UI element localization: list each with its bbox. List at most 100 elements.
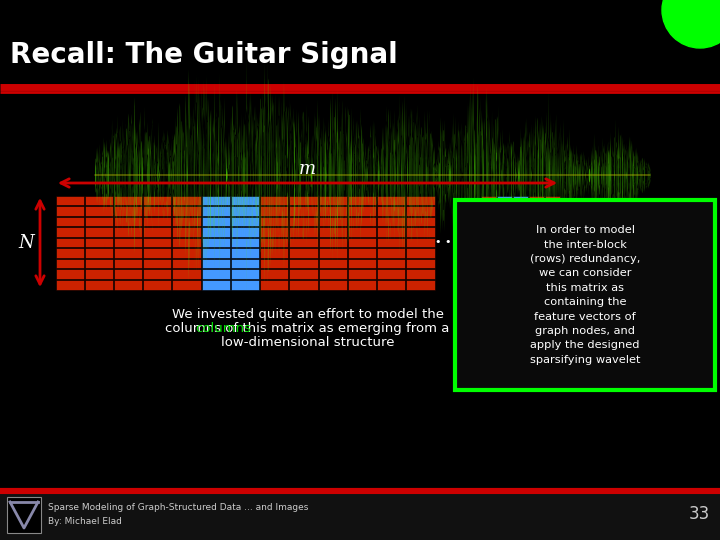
Bar — [143, 248, 171, 258]
Bar — [497, 206, 511, 215]
Bar — [513, 248, 528, 258]
Bar — [348, 227, 376, 237]
Bar — [480, 259, 495, 268]
Bar — [231, 227, 259, 237]
Bar — [544, 227, 559, 237]
Bar — [513, 195, 528, 205]
Bar — [544, 269, 559, 279]
Bar — [55, 259, 84, 268]
Bar — [348, 206, 376, 215]
Bar — [172, 227, 201, 237]
Text: N: N — [18, 233, 34, 252]
Bar — [114, 269, 142, 279]
Bar — [348, 269, 376, 279]
Bar — [289, 280, 318, 289]
Bar — [377, 195, 405, 205]
Bar — [528, 238, 544, 247]
Bar — [114, 248, 142, 258]
Bar — [377, 206, 405, 215]
Bar — [406, 227, 434, 237]
Bar — [143, 280, 171, 289]
Bar — [289, 248, 318, 258]
Bar — [497, 238, 511, 247]
Bar — [85, 280, 113, 289]
Text: In order to model
the inter-block
(rows) redundancy,
we can consider
this matrix: In order to model the inter-block (rows)… — [530, 225, 640, 365]
Bar — [231, 195, 259, 205]
Bar — [114, 227, 142, 237]
Bar — [377, 280, 405, 289]
Bar — [231, 217, 259, 226]
Bar — [318, 248, 347, 258]
Bar — [55, 227, 84, 237]
Bar — [202, 217, 230, 226]
Bar — [544, 206, 559, 215]
Bar — [289, 227, 318, 237]
Bar — [377, 248, 405, 258]
Bar — [348, 195, 376, 205]
Bar — [143, 269, 171, 279]
Bar — [544, 248, 559, 258]
Bar — [7, 497, 41, 533]
Bar — [497, 280, 511, 289]
Bar — [260, 227, 288, 237]
Bar — [513, 217, 528, 226]
Bar — [143, 227, 171, 237]
Bar — [480, 206, 495, 215]
Text: We invested quite an effort to model the: We invested quite an effort to model the — [171, 308, 444, 321]
Bar — [85, 227, 113, 237]
Bar — [260, 206, 288, 215]
Bar — [480, 217, 495, 226]
Text: Recall: The Guitar Signal: Recall: The Guitar Signal — [10, 41, 397, 69]
Bar — [497, 248, 511, 258]
Bar — [318, 238, 347, 247]
Circle shape — [662, 0, 720, 48]
Bar — [260, 280, 288, 289]
Bar — [0, 490, 720, 540]
Bar — [528, 195, 544, 205]
Text: columns: columns — [194, 322, 251, 335]
Bar — [85, 238, 113, 247]
Bar — [348, 259, 376, 268]
Bar — [55, 269, 84, 279]
Bar — [143, 217, 171, 226]
Text: Sparse Modeling of Graph-Structured Data ... and Images: Sparse Modeling of Graph-Structured Data… — [48, 503, 308, 511]
Bar — [544, 217, 559, 226]
Bar — [480, 248, 495, 258]
Bar — [289, 238, 318, 247]
Bar — [406, 195, 434, 205]
Bar — [85, 195, 113, 205]
Bar — [172, 217, 201, 226]
Bar — [455, 200, 715, 390]
Bar — [544, 259, 559, 268]
Bar — [114, 238, 142, 247]
Bar — [377, 217, 405, 226]
Bar — [202, 280, 230, 289]
Bar — [480, 227, 495, 237]
Bar — [513, 227, 528, 237]
Bar — [202, 269, 230, 279]
Bar — [513, 280, 528, 289]
Bar — [528, 248, 544, 258]
Bar — [260, 248, 288, 258]
Bar — [377, 227, 405, 237]
Bar — [55, 206, 84, 215]
Bar — [528, 206, 544, 215]
Bar — [497, 195, 511, 205]
Bar — [85, 217, 113, 226]
Bar — [85, 206, 113, 215]
Bar — [318, 259, 347, 268]
Text: By: Michael Elad: By: Michael Elad — [48, 516, 122, 525]
Bar — [406, 238, 434, 247]
Bar — [497, 217, 511, 226]
Bar — [55, 238, 84, 247]
Bar — [260, 259, 288, 268]
Bar — [114, 206, 142, 215]
Bar — [318, 217, 347, 226]
Bar — [318, 269, 347, 279]
Bar — [528, 217, 544, 226]
Bar — [348, 238, 376, 247]
Bar — [497, 269, 511, 279]
Bar — [289, 195, 318, 205]
Bar — [377, 269, 405, 279]
Bar — [406, 269, 434, 279]
